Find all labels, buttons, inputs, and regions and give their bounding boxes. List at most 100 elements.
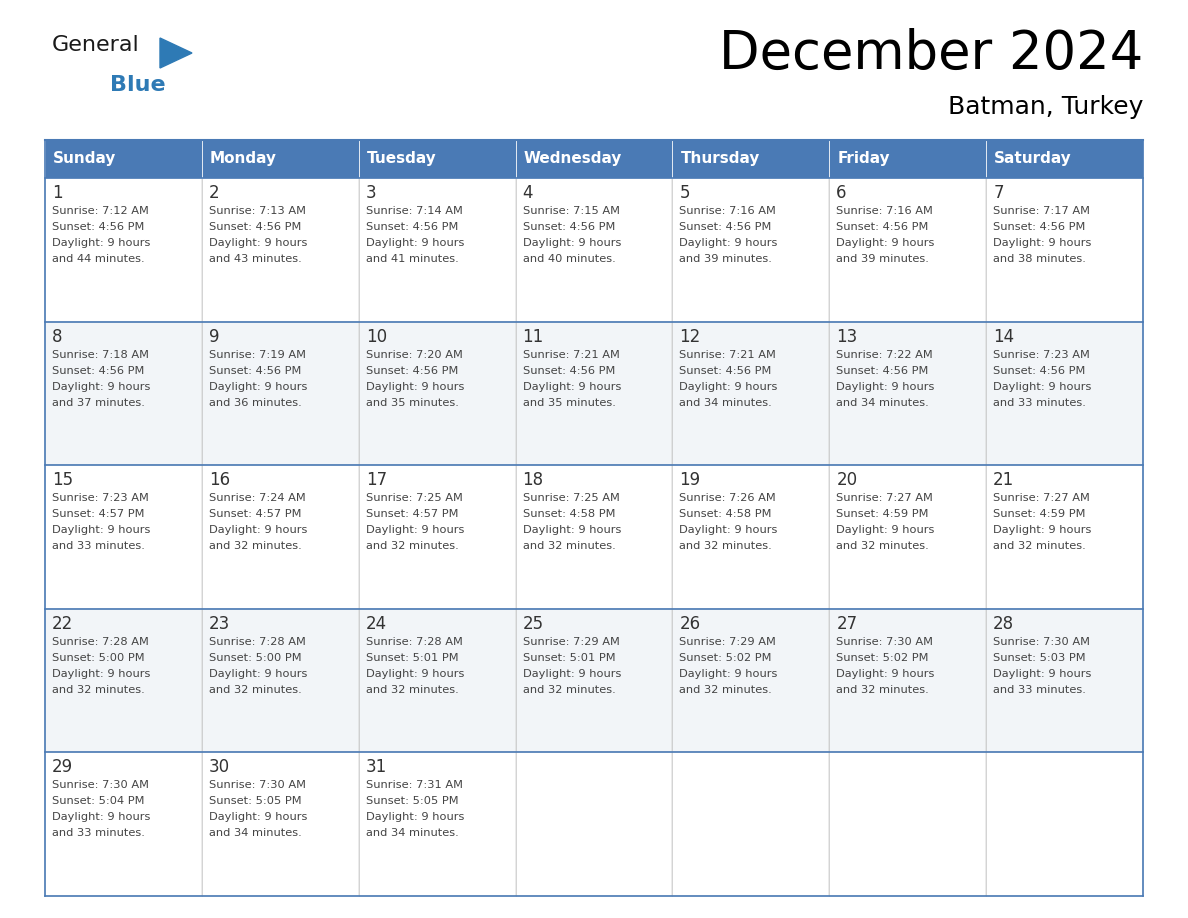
Text: Sunrise: 7:20 AM: Sunrise: 7:20 AM <box>366 350 462 360</box>
Text: and 40 minutes.: and 40 minutes. <box>523 254 615 264</box>
Text: General: General <box>52 35 140 55</box>
Text: 8: 8 <box>52 328 63 345</box>
Text: and 35 minutes.: and 35 minutes. <box>523 397 615 408</box>
Text: Sunset: 4:56 PM: Sunset: 4:56 PM <box>366 365 459 375</box>
Text: Sunset: 5:01 PM: Sunset: 5:01 PM <box>366 653 459 663</box>
Text: Daylight: 9 hours: Daylight: 9 hours <box>366 669 465 678</box>
Text: Daylight: 9 hours: Daylight: 9 hours <box>993 669 1092 678</box>
Text: Sunrise: 7:29 AM: Sunrise: 7:29 AM <box>680 637 776 647</box>
Text: and 44 minutes.: and 44 minutes. <box>52 254 145 264</box>
Text: Sunset: 4:56 PM: Sunset: 4:56 PM <box>209 222 302 232</box>
Text: Daylight: 9 hours: Daylight: 9 hours <box>52 812 151 823</box>
Text: Sunrise: 7:28 AM: Sunrise: 7:28 AM <box>209 637 305 647</box>
Text: 23: 23 <box>209 615 230 633</box>
Text: 4: 4 <box>523 184 533 202</box>
Text: 17: 17 <box>366 471 387 489</box>
Text: Sunrise: 7:23 AM: Sunrise: 7:23 AM <box>993 350 1091 360</box>
Text: 27: 27 <box>836 615 858 633</box>
Text: 7: 7 <box>993 184 1004 202</box>
Text: Daylight: 9 hours: Daylight: 9 hours <box>523 382 621 392</box>
Text: Sunset: 4:56 PM: Sunset: 4:56 PM <box>836 222 929 232</box>
Text: Daylight: 9 hours: Daylight: 9 hours <box>836 669 935 678</box>
Text: Sunrise: 7:14 AM: Sunrise: 7:14 AM <box>366 206 462 216</box>
Text: and 32 minutes.: and 32 minutes. <box>366 542 459 551</box>
Text: Sunset: 5:00 PM: Sunset: 5:00 PM <box>209 653 302 663</box>
Bar <box>202 609 359 753</box>
Text: Sunrise: 7:27 AM: Sunrise: 7:27 AM <box>836 493 933 503</box>
Text: Sunset: 4:56 PM: Sunset: 4:56 PM <box>680 365 772 375</box>
Text: Sunset: 4:56 PM: Sunset: 4:56 PM <box>52 365 145 375</box>
Text: Daylight: 9 hours: Daylight: 9 hours <box>523 669 621 678</box>
Text: 6: 6 <box>836 184 847 202</box>
Text: Sunset: 4:56 PM: Sunset: 4:56 PM <box>680 222 772 232</box>
Text: Daylight: 9 hours: Daylight: 9 hours <box>836 238 935 248</box>
Text: Sunset: 4:59 PM: Sunset: 4:59 PM <box>993 509 1086 520</box>
Text: Daylight: 9 hours: Daylight: 9 hours <box>523 238 621 248</box>
Bar <box>986 753 1143 896</box>
Text: Daylight: 9 hours: Daylight: 9 hours <box>366 382 465 392</box>
Bar <box>359 140 516 178</box>
Text: Sunrise: 7:21 AM: Sunrise: 7:21 AM <box>680 350 776 360</box>
Text: Batman, Turkey: Batman, Turkey <box>948 95 1143 119</box>
Text: Daylight: 9 hours: Daylight: 9 hours <box>680 669 778 678</box>
Polygon shape <box>160 38 192 68</box>
Text: Daylight: 9 hours: Daylight: 9 hours <box>209 525 308 535</box>
Text: Sunset: 5:01 PM: Sunset: 5:01 PM <box>523 653 615 663</box>
Text: Daylight: 9 hours: Daylight: 9 hours <box>836 382 935 392</box>
Text: Sunrise: 7:24 AM: Sunrise: 7:24 AM <box>209 493 305 503</box>
Text: 15: 15 <box>52 471 74 489</box>
Bar <box>986 178 1143 321</box>
Text: Daylight: 9 hours: Daylight: 9 hours <box>680 238 778 248</box>
Bar <box>986 140 1143 178</box>
Text: Sunrise: 7:22 AM: Sunrise: 7:22 AM <box>836 350 933 360</box>
Text: Sunrise: 7:30 AM: Sunrise: 7:30 AM <box>209 780 305 790</box>
Text: Sunrise: 7:30 AM: Sunrise: 7:30 AM <box>836 637 934 647</box>
Bar <box>45 465 202 609</box>
Text: 28: 28 <box>993 615 1015 633</box>
Bar <box>45 140 202 178</box>
Bar <box>359 609 516 753</box>
Text: Sunrise: 7:23 AM: Sunrise: 7:23 AM <box>52 493 148 503</box>
Text: Sunset: 4:56 PM: Sunset: 4:56 PM <box>993 222 1086 232</box>
Text: Sunrise: 7:28 AM: Sunrise: 7:28 AM <box>52 637 148 647</box>
Bar <box>359 753 516 896</box>
Text: Sunset: 5:00 PM: Sunset: 5:00 PM <box>52 653 145 663</box>
Text: 22: 22 <box>52 615 74 633</box>
Text: and 32 minutes.: and 32 minutes. <box>680 542 772 551</box>
Text: 20: 20 <box>836 471 858 489</box>
Text: 2: 2 <box>209 184 220 202</box>
Text: and 36 minutes.: and 36 minutes. <box>209 397 302 408</box>
Text: Tuesday: Tuesday <box>367 151 436 166</box>
Text: Sunrise: 7:16 AM: Sunrise: 7:16 AM <box>680 206 776 216</box>
Text: Daylight: 9 hours: Daylight: 9 hours <box>366 812 465 823</box>
Bar <box>45 753 202 896</box>
Text: Daylight: 9 hours: Daylight: 9 hours <box>209 382 308 392</box>
Text: Monday: Monday <box>210 151 277 166</box>
Text: 25: 25 <box>523 615 544 633</box>
Text: Daylight: 9 hours: Daylight: 9 hours <box>52 382 151 392</box>
Text: Daylight: 9 hours: Daylight: 9 hours <box>993 525 1092 535</box>
Text: Sunset: 4:56 PM: Sunset: 4:56 PM <box>366 222 459 232</box>
Text: Sunset: 5:05 PM: Sunset: 5:05 PM <box>366 797 459 806</box>
Text: Sunrise: 7:30 AM: Sunrise: 7:30 AM <box>52 780 148 790</box>
Text: and 33 minutes.: and 33 minutes. <box>993 397 1086 408</box>
Bar <box>672 753 829 896</box>
Bar <box>202 321 359 465</box>
Bar <box>829 178 986 321</box>
Text: Sunrise: 7:30 AM: Sunrise: 7:30 AM <box>993 637 1091 647</box>
Bar <box>45 609 202 753</box>
Text: Sunset: 4:56 PM: Sunset: 4:56 PM <box>993 365 1086 375</box>
Text: and 41 minutes.: and 41 minutes. <box>366 254 459 264</box>
Text: and 34 minutes.: and 34 minutes. <box>209 828 302 838</box>
Text: Daylight: 9 hours: Daylight: 9 hours <box>52 238 151 248</box>
Text: 12: 12 <box>680 328 701 345</box>
Bar <box>516 609 672 753</box>
Text: Sunrise: 7:16 AM: Sunrise: 7:16 AM <box>836 206 933 216</box>
Bar <box>672 609 829 753</box>
Text: Sunday: Sunday <box>53 151 116 166</box>
Text: Sunrise: 7:25 AM: Sunrise: 7:25 AM <box>366 493 462 503</box>
Text: 5: 5 <box>680 184 690 202</box>
Text: 3: 3 <box>366 184 377 202</box>
Text: 14: 14 <box>993 328 1015 345</box>
Text: Sunrise: 7:18 AM: Sunrise: 7:18 AM <box>52 350 148 360</box>
